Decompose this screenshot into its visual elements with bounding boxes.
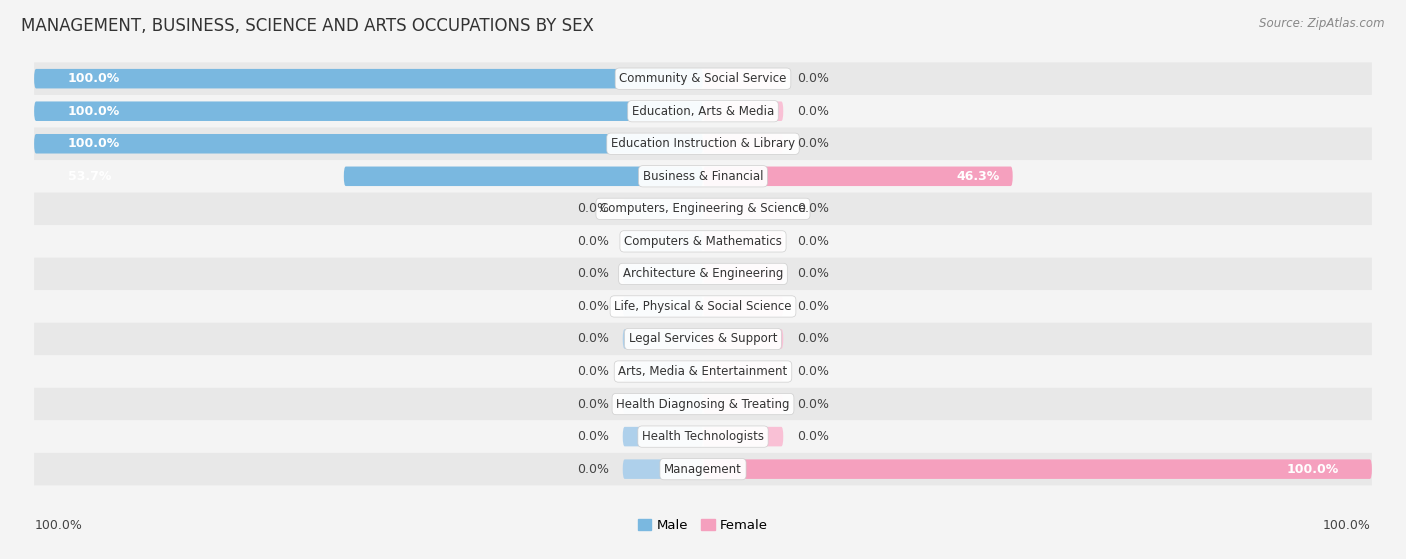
Text: 0.0%: 0.0%	[578, 333, 609, 345]
Text: 0.0%: 0.0%	[797, 333, 828, 345]
FancyBboxPatch shape	[623, 362, 703, 381]
Text: Management: Management	[664, 463, 742, 476]
FancyBboxPatch shape	[703, 394, 783, 414]
FancyBboxPatch shape	[34, 134, 703, 154]
Legend: Male, Female: Male, Female	[633, 514, 773, 538]
FancyBboxPatch shape	[703, 459, 1372, 479]
Text: Education Instruction & Library: Education Instruction & Library	[612, 138, 794, 150]
FancyBboxPatch shape	[703, 297, 783, 316]
FancyBboxPatch shape	[703, 134, 783, 154]
FancyBboxPatch shape	[34, 323, 1372, 356]
Text: 100.0%: 100.0%	[1286, 463, 1339, 476]
FancyBboxPatch shape	[34, 63, 1372, 95]
Text: 0.0%: 0.0%	[797, 105, 828, 118]
FancyBboxPatch shape	[34, 225, 1372, 258]
Text: 100.0%: 100.0%	[67, 138, 120, 150]
Text: 100.0%: 100.0%	[67, 105, 120, 118]
Text: Education, Arts & Media: Education, Arts & Media	[631, 105, 775, 118]
Text: Computers, Engineering & Science: Computers, Engineering & Science	[600, 202, 806, 215]
FancyBboxPatch shape	[703, 231, 783, 251]
FancyBboxPatch shape	[34, 290, 1372, 323]
Text: Life, Physical & Social Science: Life, Physical & Social Science	[614, 300, 792, 313]
FancyBboxPatch shape	[703, 427, 783, 447]
FancyBboxPatch shape	[34, 192, 1372, 225]
Text: 0.0%: 0.0%	[797, 138, 828, 150]
FancyBboxPatch shape	[34, 453, 1372, 485]
FancyBboxPatch shape	[623, 199, 703, 219]
FancyBboxPatch shape	[703, 199, 783, 219]
Text: 0.0%: 0.0%	[797, 235, 828, 248]
Text: 100.0%: 100.0%	[1323, 519, 1371, 532]
Text: 0.0%: 0.0%	[578, 463, 609, 476]
Text: 0.0%: 0.0%	[578, 267, 609, 281]
FancyBboxPatch shape	[623, 231, 703, 251]
FancyBboxPatch shape	[623, 297, 703, 316]
Text: Community & Social Service: Community & Social Service	[619, 72, 787, 85]
Text: 0.0%: 0.0%	[797, 202, 828, 215]
Text: 0.0%: 0.0%	[578, 430, 609, 443]
Text: Computers & Mathematics: Computers & Mathematics	[624, 235, 782, 248]
FancyBboxPatch shape	[34, 356, 1372, 388]
FancyBboxPatch shape	[703, 329, 783, 349]
Text: Health Diagnosing & Treating: Health Diagnosing & Treating	[616, 397, 790, 410]
Text: 0.0%: 0.0%	[797, 430, 828, 443]
FancyBboxPatch shape	[34, 127, 1372, 160]
Text: 53.7%: 53.7%	[67, 170, 111, 183]
FancyBboxPatch shape	[34, 160, 1372, 192]
FancyBboxPatch shape	[34, 258, 1372, 290]
FancyBboxPatch shape	[344, 167, 703, 186]
Text: Arts, Media & Entertainment: Arts, Media & Entertainment	[619, 365, 787, 378]
Text: 100.0%: 100.0%	[67, 72, 120, 85]
Text: 0.0%: 0.0%	[797, 72, 828, 85]
Text: Health Technologists: Health Technologists	[643, 430, 763, 443]
Text: 0.0%: 0.0%	[578, 397, 609, 410]
FancyBboxPatch shape	[623, 427, 703, 447]
FancyBboxPatch shape	[623, 459, 703, 479]
FancyBboxPatch shape	[703, 362, 783, 381]
FancyBboxPatch shape	[703, 69, 783, 88]
FancyBboxPatch shape	[34, 95, 1372, 127]
Text: Legal Services & Support: Legal Services & Support	[628, 333, 778, 345]
FancyBboxPatch shape	[703, 101, 783, 121]
FancyBboxPatch shape	[34, 69, 703, 88]
Text: Business & Financial: Business & Financial	[643, 170, 763, 183]
FancyBboxPatch shape	[34, 388, 1372, 420]
Text: 100.0%: 100.0%	[35, 519, 83, 532]
Text: Architecture & Engineering: Architecture & Engineering	[623, 267, 783, 281]
Text: MANAGEMENT, BUSINESS, SCIENCE AND ARTS OCCUPATIONS BY SEX: MANAGEMENT, BUSINESS, SCIENCE AND ARTS O…	[21, 17, 593, 35]
Text: 46.3%: 46.3%	[956, 170, 1000, 183]
Text: 0.0%: 0.0%	[797, 267, 828, 281]
Text: Source: ZipAtlas.com: Source: ZipAtlas.com	[1260, 17, 1385, 30]
FancyBboxPatch shape	[623, 329, 703, 349]
Text: 0.0%: 0.0%	[797, 365, 828, 378]
Text: 0.0%: 0.0%	[797, 397, 828, 410]
Text: 0.0%: 0.0%	[578, 235, 609, 248]
Text: 0.0%: 0.0%	[578, 365, 609, 378]
Text: 0.0%: 0.0%	[578, 300, 609, 313]
FancyBboxPatch shape	[703, 167, 1012, 186]
FancyBboxPatch shape	[703, 264, 783, 283]
Text: 0.0%: 0.0%	[797, 300, 828, 313]
FancyBboxPatch shape	[623, 394, 703, 414]
Text: 0.0%: 0.0%	[578, 202, 609, 215]
FancyBboxPatch shape	[623, 264, 703, 283]
FancyBboxPatch shape	[34, 101, 703, 121]
FancyBboxPatch shape	[34, 420, 1372, 453]
